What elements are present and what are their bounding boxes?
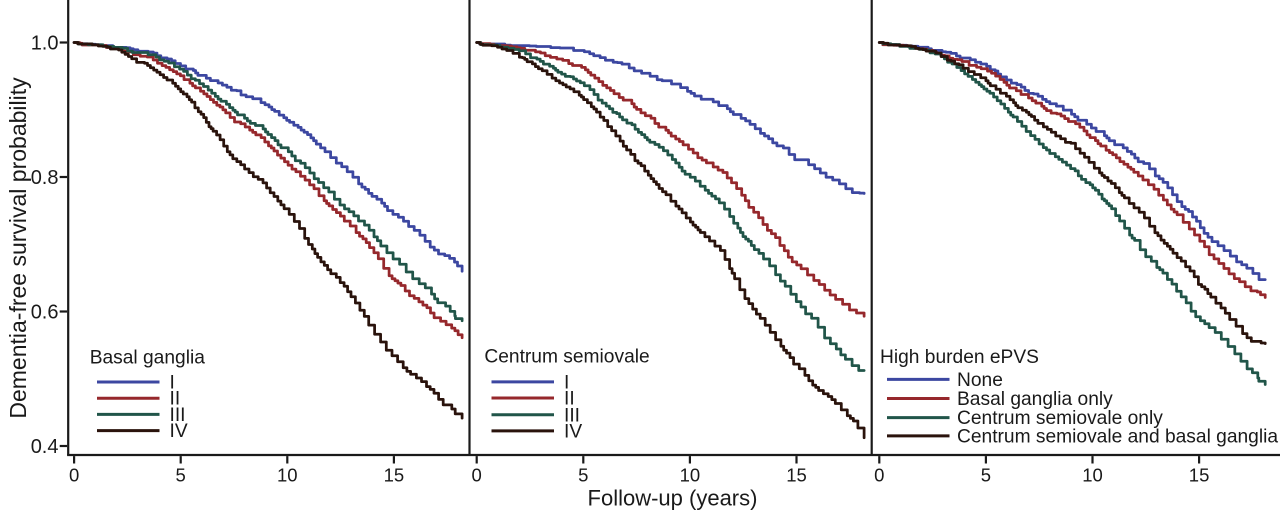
svg-text:0: 0 [69, 465, 79, 486]
svg-text:5: 5 [981, 465, 991, 486]
svg-text:III: III [564, 405, 580, 426]
svg-text:0: 0 [874, 465, 884, 486]
svg-text:High burden ePVS: High burden ePVS [880, 347, 1039, 368]
svg-text:Centrum semiovale: Centrum semiovale [484, 347, 649, 368]
svg-text:I: I [564, 372, 569, 393]
svg-text:IV: IV [564, 421, 582, 442]
svg-text:10: 10 [680, 465, 701, 486]
svg-text:Centrum semiovale only: Centrum semiovale only [957, 408, 1163, 429]
svg-text:Follow-up (years): Follow-up (years) [588, 486, 758, 511]
svg-text:IV: IV [170, 421, 188, 442]
svg-text:None: None [957, 370, 1003, 391]
svg-text:II: II [564, 389, 575, 410]
svg-text:5: 5 [578, 465, 588, 486]
svg-text:15: 15 [384, 465, 405, 486]
svg-text:III: III [170, 405, 186, 426]
svg-text:0: 0 [472, 465, 482, 486]
svg-text:II: II [170, 389, 181, 410]
svg-text:0.4: 0.4 [31, 436, 59, 458]
svg-text:5: 5 [176, 465, 186, 486]
svg-text:0.8: 0.8 [31, 167, 59, 189]
svg-text:15: 15 [1189, 465, 1210, 486]
svg-text:10: 10 [277, 465, 298, 486]
svg-text:Dementia-free survival probabi: Dementia-free survival probability [5, 77, 31, 419]
svg-text:I: I [170, 373, 175, 394]
svg-text:Basal ganglia: Basal ganglia [90, 348, 206, 369]
svg-text:0.6: 0.6 [31, 302, 59, 324]
svg-text:1.0: 1.0 [31, 33, 59, 55]
svg-text:Basal ganglia only: Basal ganglia only [957, 389, 1113, 410]
svg-text:10: 10 [1082, 465, 1103, 486]
svg-text:15: 15 [786, 465, 807, 486]
svg-text:Centrum semiovale and basal ga: Centrum semiovale and basal ganglia [957, 426, 1278, 447]
